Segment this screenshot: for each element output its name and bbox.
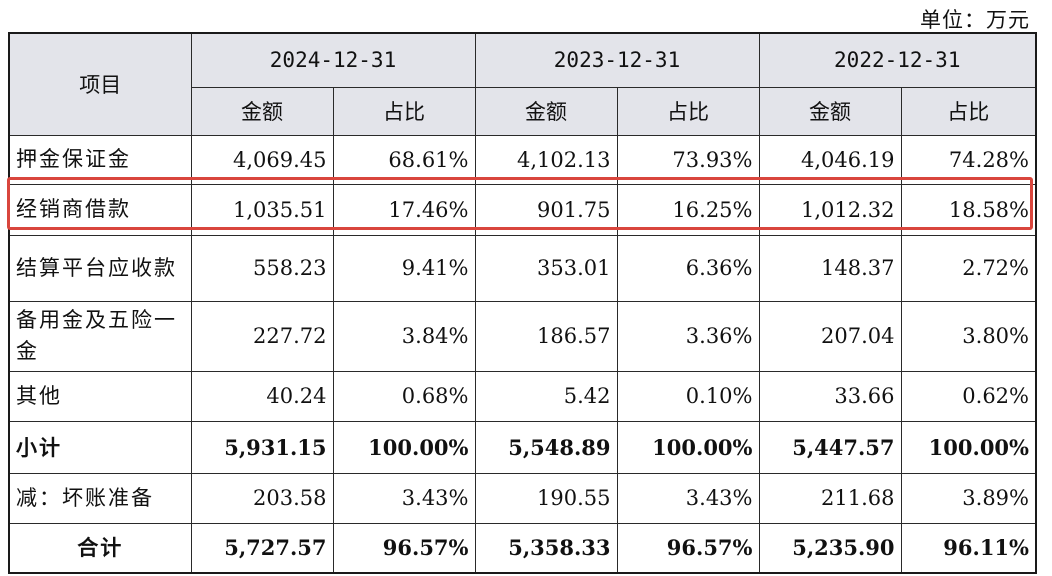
cell-value: 186.57 [474,300,618,372]
table-row: 结算平台应收款 558.23 9.41% 353.01 6.36% 148.37… [8,234,1037,302]
cell-value: 0.68% [332,370,476,422]
cell-value: 1,035.51 [190,183,334,236]
header-amount: 金额 [190,86,334,136]
cell-value: 558.23 [190,234,334,302]
cell-value: 96.57% [616,522,760,574]
cell-value: 16.25% [616,183,760,236]
cell-value: 100.00% [616,420,760,474]
cell-value: 5.42 [474,370,618,422]
table-row: 减：坏账准备 203.58 3.43% 190.55 3.43% 211.68 … [8,472,1037,524]
cell-value: 227.72 [190,300,334,372]
row-label: 小计 [8,420,192,474]
header-ratio: 占比 [616,86,760,136]
cell-value: 33.66 [758,370,902,422]
cell-value: 4,046.19 [758,134,902,185]
cell-value: 3.43% [616,472,760,524]
cell-value: 5,727.57 [190,522,334,574]
row-label: 减：坏账准备 [8,472,192,524]
cell-value: 73.93% [616,134,760,185]
cell-value: 6.36% [616,234,760,302]
table-row: 经销商借款 1,035.51 17.46% 901.75 16.25% 1,01… [8,183,1037,236]
unit-label: 单位：万元 [920,8,1030,32]
cell-value: 1,012.32 [758,183,902,236]
cell-value: 96.57% [332,522,476,574]
cell-value: 203.58 [190,472,334,524]
cell-value: 148.37 [758,234,902,302]
row-label: 备用金及五险一金 [8,300,192,372]
row-label: 其他 [8,370,192,422]
table-row: 押金保证金 4,069.45 68.61% 4,102.13 73.93% 4,… [8,134,1037,185]
cell-value: 100.00% [900,420,1037,474]
cell-value: 74.28% [900,134,1037,185]
cell-value: 3.80% [900,300,1037,372]
cell-value: 190.55 [474,472,618,524]
table-row-subtotal: 小计 5,931.15 100.00% 5,548.89 100.00% 5,4… [8,420,1037,474]
table-row-total: 合计 5,727.57 96.57% 5,358.33 96.57% 5,235… [8,522,1037,574]
header-year-2024: 2024-12-31 [190,32,476,88]
row-label: 合计 [8,522,192,574]
header-item: 项目 [8,32,192,136]
cell-value: 100.00% [332,420,476,474]
cell-value: 4,102.13 [474,134,618,185]
header-amount: 金额 [474,86,618,136]
table-row: 其他 40.24 0.68% 5.42 0.10% 33.66 0.62% [8,370,1037,422]
header-ratio: 占比 [900,86,1037,136]
cell-value: 5,235.90 [758,522,902,574]
cell-value: 2.72% [900,234,1037,302]
row-label: 押金保证金 [8,134,192,185]
row-label: 结算平台应收款 [8,234,192,302]
cell-value: 353.01 [474,234,618,302]
header-amount: 金额 [758,86,902,136]
cell-value: 5,358.33 [474,522,618,574]
cell-value: 901.75 [474,183,618,236]
cell-value: 211.68 [758,472,902,524]
cell-value: 3.89% [900,472,1037,524]
cell-value: 0.62% [900,370,1037,422]
cell-value: 5,931.15 [190,420,334,474]
row-label: 经销商借款 [8,183,192,236]
cell-value: 3.36% [616,300,760,372]
header-ratio: 占比 [332,86,476,136]
cell-value: 3.84% [332,300,476,372]
cell-value: 5,447.57 [758,420,902,474]
header-year-2022: 2022-12-31 [758,32,1037,88]
cell-value: 0.10% [616,370,760,422]
cell-value: 17.46% [332,183,476,236]
cell-value: 18.58% [900,183,1037,236]
financial-table: 项目 2024-12-31 2023-12-31 2022-12-31 金额 占… [8,32,1037,574]
header-year-2023: 2023-12-31 [474,32,760,88]
cell-value: 207.04 [758,300,902,372]
cell-value: 9.41% [332,234,476,302]
cell-value: 4,069.45 [190,134,334,185]
cell-value: 96.11% [900,522,1037,574]
cell-value: 68.61% [332,134,476,185]
table-row: 备用金及五险一金 227.72 3.84% 186.57 3.36% 207.0… [8,300,1037,372]
cell-value: 5,548.89 [474,420,618,474]
cell-value: 40.24 [190,370,334,422]
cell-value: 3.43% [332,472,476,524]
